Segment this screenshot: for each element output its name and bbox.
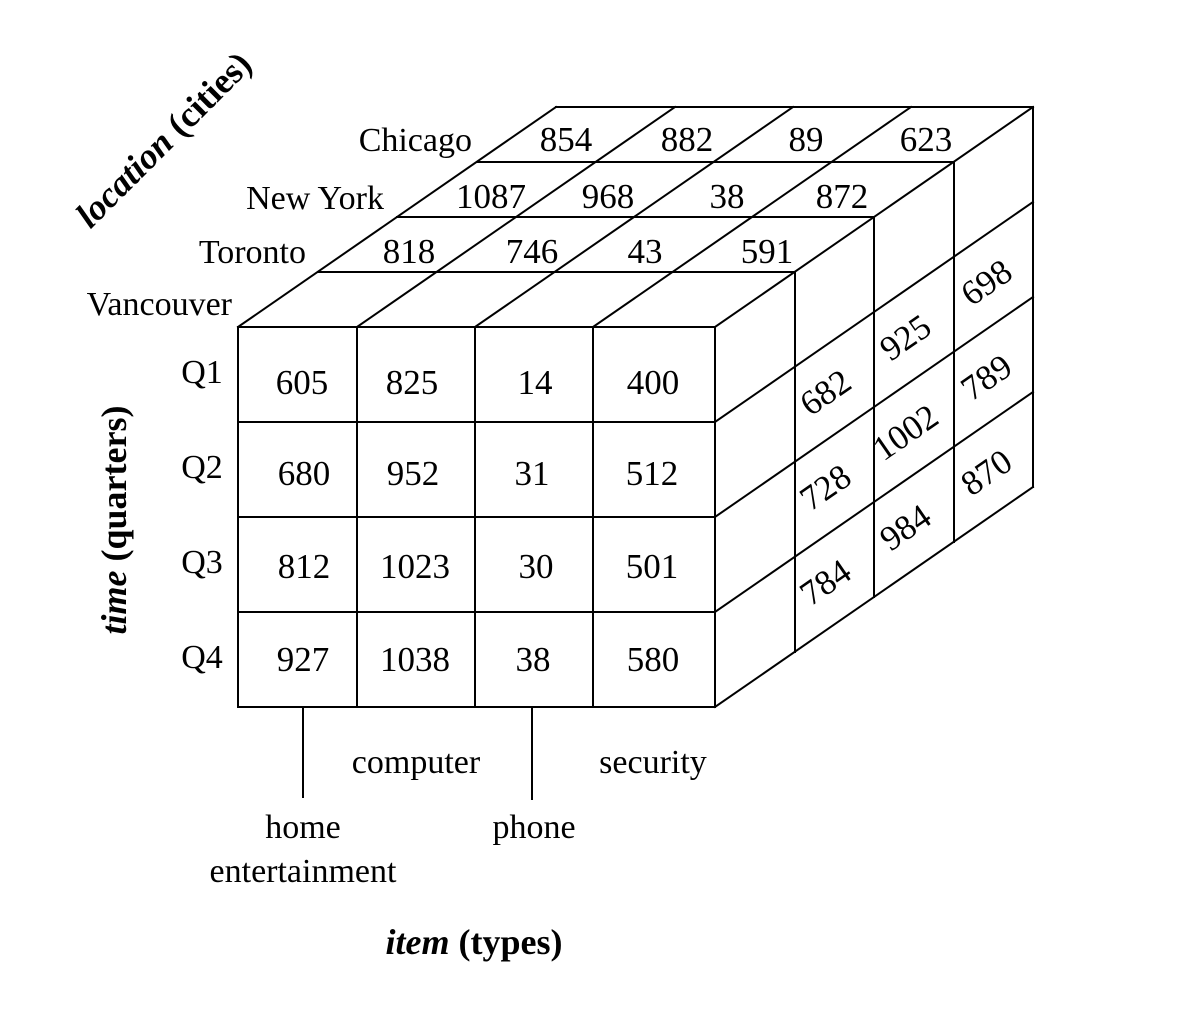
cell-value: 984 (873, 497, 938, 559)
quarter-labels: Q1 Q2 Q3 Q4 (181, 354, 223, 676)
cell-value: 31 (515, 454, 550, 493)
cell-value: 38 (710, 177, 745, 216)
cell-value: 43 (628, 232, 663, 271)
top-face-grid (236, 105, 1035, 329)
city-label-new-york: New York (246, 180, 384, 217)
top-face-values: 854 882 89 623 1087 968 38 872 818 746 4… (383, 120, 953, 271)
cell-value: 591 (741, 232, 794, 271)
cell-value: 512 (626, 454, 679, 493)
item-labels: home entertainment computer phone securi… (210, 744, 707, 890)
quarter-label-q1: Q1 (181, 354, 223, 391)
cell-value: 882 (661, 120, 714, 159)
axis-title-location: location (cities) (68, 44, 260, 236)
axis-unit-location: (cities) (159, 44, 259, 144)
city-label-toronto: Toronto (199, 234, 306, 271)
cell-value: 968 (582, 177, 635, 216)
cell-value: 680 (278, 454, 331, 493)
axis-name-time: time (94, 570, 134, 634)
cell-value: 952 (387, 454, 440, 493)
cell-value: 818 (383, 232, 436, 271)
axis-title-item: item (types) (386, 922, 563, 962)
axis-unit-item: (types) (459, 922, 563, 962)
cell-value: 872 (816, 177, 869, 216)
axis-name-location: location (68, 122, 181, 235)
item-label-security: security (599, 744, 707, 781)
cell-value: 682 (793, 362, 858, 424)
quarter-label-q4: Q4 (181, 639, 223, 676)
right-face-row-line (713, 295, 1035, 519)
right-face-grid (713, 106, 1035, 709)
right-face-values: 682 728 784 925 1002 984 698 789 870 (793, 252, 1019, 614)
cell-value: 14 (518, 363, 553, 402)
cell-value: 400 (627, 363, 680, 402)
city-labels: Chicago New York Toronto Vancouver (87, 122, 472, 323)
cell-value: 501 (626, 547, 679, 586)
item-label-home: home (265, 809, 341, 846)
city-label-chicago: Chicago (359, 122, 472, 159)
right-face-row-line (713, 390, 1035, 614)
cell-value: 30 (519, 547, 554, 586)
cell-value: 1038 (380, 640, 450, 679)
cell-value: 870 (954, 442, 1019, 504)
item-label-phone: phone (492, 809, 575, 846)
cell-value: 1023 (380, 547, 450, 586)
quarter-label-q2: Q2 (181, 449, 223, 486)
cell-value: 728 (793, 457, 858, 519)
cell-value: 38 (516, 640, 551, 679)
cell-value: 1087 (456, 177, 526, 216)
cell-value: 789 (954, 347, 1019, 409)
cell-value: 89 (789, 120, 824, 159)
cell-value: 784 (793, 552, 858, 614)
right-face-row-line (713, 200, 1035, 424)
cell-value: 698 (954, 252, 1019, 314)
cell-value: 746 (506, 232, 559, 271)
cell-value: 1002 (866, 397, 946, 469)
right-face-row-line (713, 485, 1035, 709)
front-face-values: 605 825 14 400 680 952 31 512 812 1023 3… (276, 363, 680, 679)
axis-unit-time: (quarters) (94, 406, 134, 562)
cell-value: 580 (627, 640, 680, 679)
cell-value: 605 (276, 363, 329, 402)
item-label-computer: computer (352, 744, 481, 781)
axis-name-item: item (386, 922, 450, 962)
item-label-entertainment: entertainment (210, 853, 397, 890)
city-label-vancouver: Vancouver (87, 286, 233, 323)
cell-value: 925 (873, 307, 938, 369)
cell-value: 812 (278, 547, 331, 586)
axis-title-time: time (quarters) (94, 406, 134, 635)
cell-value: 854 (540, 120, 593, 159)
cell-value: 825 (386, 363, 439, 402)
cell-value: 623 (900, 120, 953, 159)
cell-value: 927 (277, 640, 330, 679)
quarter-label-q3: Q3 (181, 544, 223, 581)
